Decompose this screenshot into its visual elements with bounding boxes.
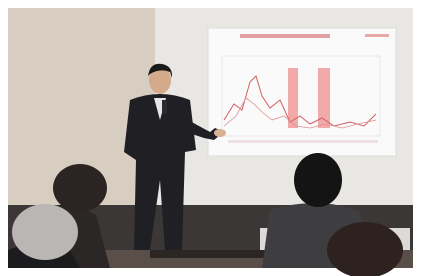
desk [150,250,270,258]
microphone [162,100,167,114]
slide-heading [240,34,330,38]
projected-slide [208,28,396,156]
slide-logo [365,34,389,37]
page [0,0,421,276]
audience-head [327,222,403,276]
audience-head [294,153,342,207]
photo [0,0,421,276]
slide-footnote [228,140,378,143]
audience-head [53,164,107,212]
speaker-hand [214,129,226,137]
audience-gray-head [12,204,78,260]
slide-highlight-band [288,68,298,128]
slide-area [208,28,396,156]
